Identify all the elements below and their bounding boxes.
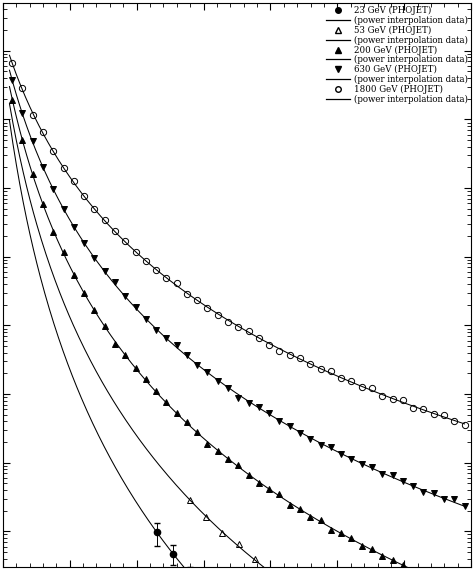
Legend: 23 GeV (PHOJET), (power interpolation data), 53 GeV (PHOJET), (power interpolati: 23 GeV (PHOJET), (power interpolation da… [325,5,470,105]
